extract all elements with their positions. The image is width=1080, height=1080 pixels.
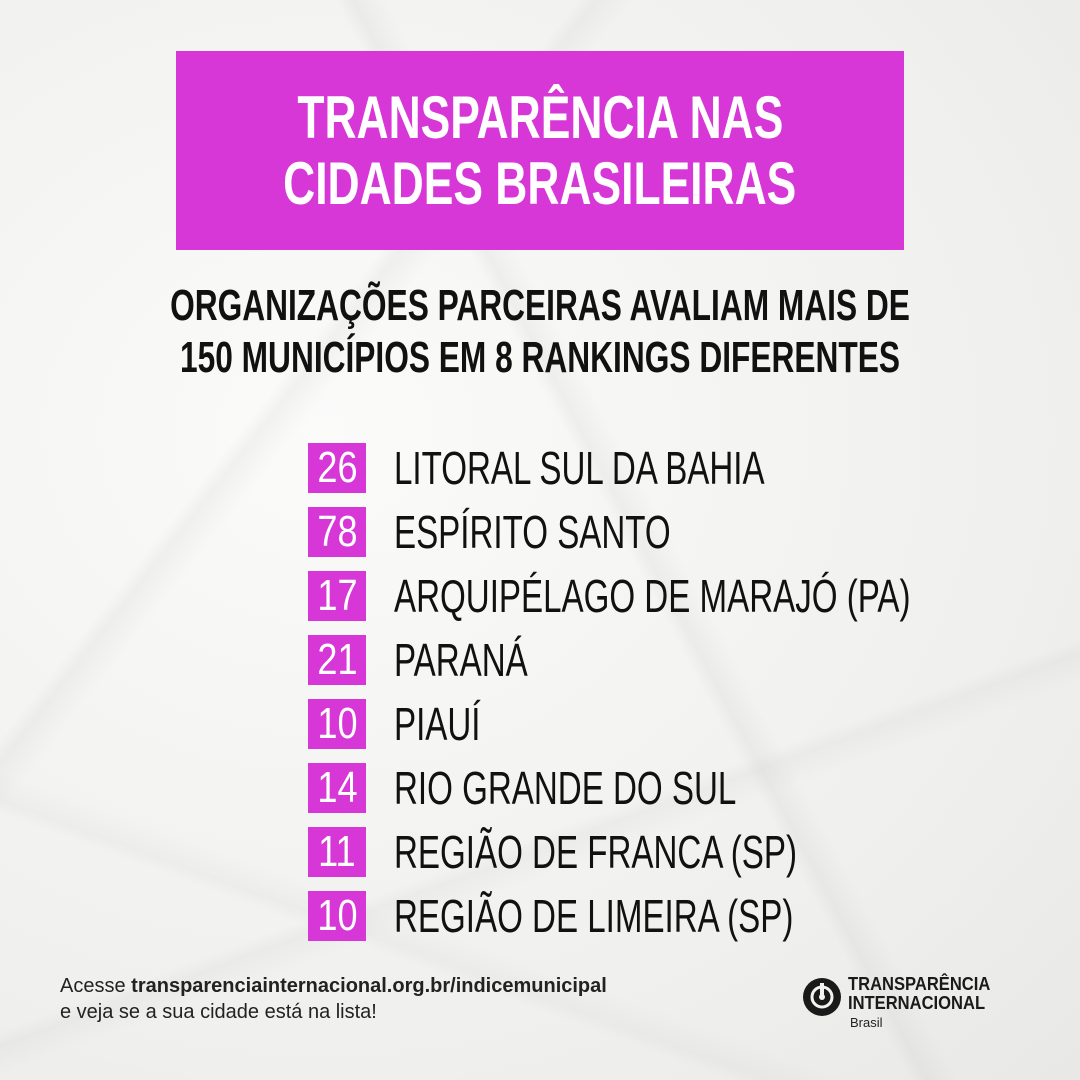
title-line-1: TRANSPARÊNCIA NAS bbox=[297, 83, 783, 151]
list-item: 78 ESPÍRITO SANTO bbox=[308, 500, 1080, 564]
footer-line-2: e veja se a sua cidade está na lista! bbox=[60, 1001, 377, 1023]
count-badge: 10 bbox=[308, 699, 366, 749]
list-item: 21 PARANÁ bbox=[308, 628, 1080, 692]
region-name: LITORAL SUL DA BAHIA bbox=[394, 442, 765, 494]
title-line-2: CIDADES BRASILEIRAS bbox=[283, 149, 797, 217]
count-badge: 14 bbox=[308, 763, 366, 813]
count-badge: 17 bbox=[308, 571, 366, 621]
count-badge: 11 bbox=[308, 827, 366, 877]
footer-note: Acesse transparenciainternacional.org.br… bbox=[60, 973, 607, 1025]
region-name: RIO GRANDE DO SUL bbox=[394, 762, 737, 814]
count-badge: 26 bbox=[308, 443, 366, 493]
list-item: 14 RIO GRANDE DO SUL bbox=[308, 756, 1080, 820]
logo-wordmark: TRANSPARÊNCIA INTERNACIONAL bbox=[848, 975, 1003, 1013]
footer-line-1: Acesse transparenciainternacional.org.br… bbox=[60, 973, 607, 999]
region-name: ESPÍRITO SANTO bbox=[394, 506, 671, 558]
logo-line-2: INTERNACIONAL bbox=[848, 993, 986, 1013]
organization-logo: TRANSPARÊNCIA INTERNACIONAL Brasil bbox=[802, 975, 1032, 1035]
list-item: 26 LITORAL SUL DA BAHIA bbox=[308, 436, 1080, 500]
subtitle: ORGANIZAÇÕES PARCEIRAS AVALIAM MAIS DE 1… bbox=[0, 280, 1080, 384]
region-name: ARQUIPÉLAGO DE MARAJÓ (PA) bbox=[394, 570, 911, 622]
list-item: 17 ARQUIPÉLAGO DE MARAJÓ (PA) bbox=[308, 564, 1080, 628]
list-item: 10 PIAUÍ bbox=[308, 692, 1080, 756]
region-name: PARANÁ bbox=[394, 634, 528, 686]
list-item: 11 REGIÃO DE FRANCA (SP) bbox=[308, 820, 1080, 884]
logo-line-1: TRANSPARÊNCIA bbox=[848, 974, 991, 994]
region-name: REGIÃO DE FRANCA (SP) bbox=[394, 826, 798, 878]
region-name: REGIÃO DE LIMEIRA (SP) bbox=[394, 890, 794, 942]
subtitle-line-2: 150 MUNICÍPIOS EM 8 RANKINGS DIFERENTES bbox=[180, 333, 900, 382]
title-banner: TRANSPARÊNCIA NAS CIDADES BRASILEIRAS bbox=[176, 51, 904, 250]
subtitle-line-1: ORGANIZAÇÕES PARCEIRAS AVALIAM MAIS DE bbox=[170, 281, 910, 330]
region-name: PIAUÍ bbox=[394, 698, 481, 750]
transparency-international-logo-icon bbox=[803, 978, 841, 1016]
footer-prefix: Acesse bbox=[60, 975, 132, 997]
list-item: 10 REGIÃO DE LIMEIRA (SP) bbox=[308, 884, 1080, 948]
count-badge: 21 bbox=[308, 635, 366, 685]
count-badge: 10 bbox=[308, 891, 366, 941]
footer-url-link[interactable]: transparenciainternacional.org.br/indice… bbox=[131, 975, 607, 997]
logo-country: Brasil bbox=[850, 1015, 883, 1030]
rankings-list: 26 LITORAL SUL DA BAHIA 78 ESPÍRITO SANT… bbox=[308, 436, 1080, 948]
count-badge: 78 bbox=[308, 507, 366, 557]
